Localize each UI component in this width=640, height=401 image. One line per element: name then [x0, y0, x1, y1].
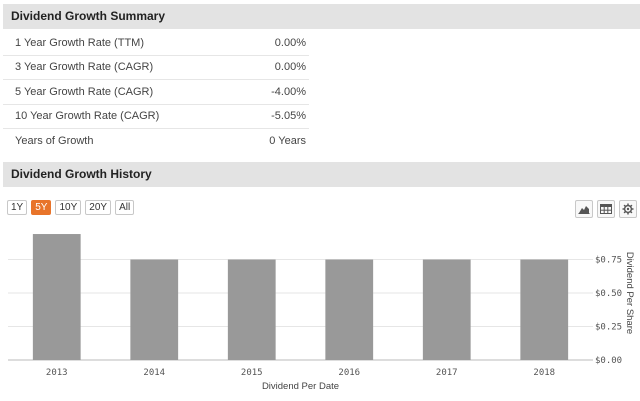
bar[interactable] — [227, 259, 276, 361]
x-tick-label: 2013 — [46, 368, 68, 378]
y-tick-label: $0.75 — [595, 256, 622, 266]
range-button-all[interactable]: All — [115, 200, 135, 215]
summary-row-label: 1 Year Growth Rate (TTM) — [15, 36, 144, 49]
bar[interactable] — [325, 259, 374, 361]
summary-row-label: 5 Year Growth Rate (CAGR) — [15, 85, 154, 98]
x-tick-label: 2016 — [338, 368, 360, 378]
summary-row: 5 Year Growth Rate (CAGR) -4.00% — [3, 80, 309, 105]
range-button-5y[interactable]: 5Y — [31, 200, 52, 215]
bar[interactable] — [130, 259, 179, 361]
summary-row: 3 Year Growth Rate (CAGR) 0.00% — [3, 56, 309, 80]
summary-row: 1 Year Growth Rate (TTM) 0.00% — [3, 31, 309, 56]
summary-row: Years of Growth 0 Years — [3, 129, 309, 154]
summary-section-title: Dividend Growth Summary — [3, 4, 640, 29]
summary-row-label: 3 Year Growth Rate (CAGR) — [15, 61, 154, 74]
bar[interactable] — [32, 234, 81, 360]
bar[interactable] — [520, 259, 569, 361]
history-section-title: Dividend Growth History — [3, 162, 640, 187]
y-tick-label: $0.25 — [595, 323, 622, 333]
x-tick-label: 2014 — [143, 368, 165, 378]
summary-row-value: 0.00% — [274, 61, 306, 74]
chart-view-button[interactable] — [575, 200, 593, 218]
settings-button[interactable] — [619, 200, 637, 218]
y-tick-label: $0.50 — [595, 289, 622, 299]
area-chart-icon — [578, 206, 590, 214]
summary-row-label: 10 Year Growth Rate (CAGR) — [15, 110, 160, 123]
summary-row-value: -5.05% — [271, 110, 306, 123]
gear-icon — [622, 203, 634, 215]
range-selector: 1Y 5Y 10Y 20Y All — [7, 200, 135, 215]
summary-row-label: Years of Growth — [15, 135, 94, 148]
y-tick-label: $0.00 — [595, 356, 622, 366]
range-button-10y[interactable]: 10Y — [55, 200, 82, 215]
range-button-1y[interactable]: 1Y — [7, 200, 28, 215]
x-tick-label: 2018 — [533, 368, 555, 378]
range-button-20y[interactable]: 20Y — [85, 200, 112, 215]
chart-tools — [575, 200, 637, 218]
table-icon — [600, 204, 612, 214]
summary-row-value: -4.00% — [271, 85, 306, 98]
summary-row-value: 0.00% — [274, 36, 306, 49]
x-axis-title: Dividend Per Date — [262, 381, 339, 392]
x-tick-label: 2017 — [436, 368, 458, 378]
bar[interactable] — [422, 259, 471, 361]
summary-row: 10 Year Growth Rate (CAGR) -5.05% — [3, 105, 309, 129]
y-axis-title: Dividend Per Share — [624, 252, 635, 334]
summary-table: 1 Year Growth Rate (TTM) 0.00% 3 Year Gr… — [3, 31, 309, 154]
summary-row-value: 0 Years — [269, 135, 306, 148]
dividend-bar-chart: 2013 2014 2015 2016 2017 2018 $0.00 $0.25 $0.50… — [8, 234, 635, 392]
x-tick-label: 2015 — [241, 368, 263, 378]
table-view-button[interactable] — [597, 200, 615, 218]
